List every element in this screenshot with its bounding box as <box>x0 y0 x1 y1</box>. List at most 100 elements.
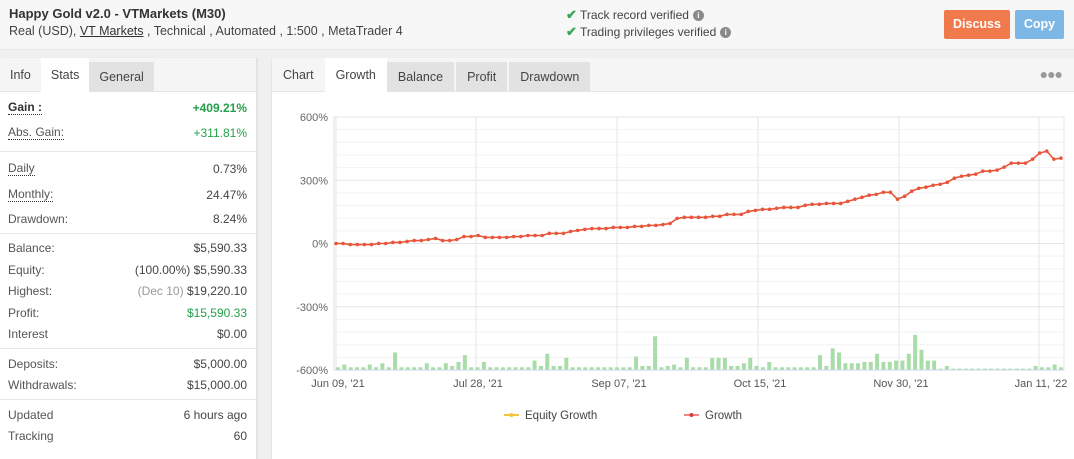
growth-point[interactable] <box>504 235 509 240</box>
growth-point[interactable] <box>362 242 367 247</box>
growth-point[interactable] <box>383 241 388 246</box>
growth-point[interactable] <box>789 205 793 210</box>
growth-point[interactable] <box>995 168 999 172</box>
growth-point[interactable] <box>746 209 751 214</box>
growth-point[interactable] <box>888 190 893 195</box>
growth-point[interactable] <box>526 233 530 238</box>
growth-point[interactable] <box>490 235 495 240</box>
growth-point[interactable] <box>1030 157 1035 161</box>
growth-point[interactable] <box>682 215 687 220</box>
growth-point[interactable] <box>767 207 772 212</box>
growth-point[interactable] <box>860 195 864 200</box>
growth-point[interactable] <box>853 197 857 202</box>
growth-point[interactable] <box>575 228 580 233</box>
growth-point[interactable] <box>646 223 651 228</box>
growth-point[interactable] <box>639 224 644 229</box>
gain-label[interactable]: Gain : <box>8 99 43 115</box>
tab-profit[interactable]: Profit <box>456 62 508 92</box>
growth-point[interactable] <box>1023 161 1028 165</box>
growth-point[interactable] <box>988 169 992 173</box>
growth-point[interactable] <box>348 242 353 247</box>
info-icon[interactable]: i <box>692 9 704 21</box>
growth-point[interactable] <box>341 241 345 246</box>
growth-point[interactable] <box>981 169 985 173</box>
growth-point[interactable] <box>924 185 928 190</box>
growth-point[interactable] <box>433 236 438 241</box>
growth-point[interactable] <box>810 202 815 207</box>
legend-equity-growth[interactable]: Equity Growth <box>525 410 597 422</box>
growth-point[interactable] <box>959 174 964 179</box>
growth-point[interactable] <box>938 182 942 187</box>
growth-point[interactable] <box>902 194 907 199</box>
growth-point[interactable] <box>568 229 573 234</box>
growth-point[interactable] <box>597 226 601 231</box>
growth-point[interactable] <box>497 235 502 240</box>
growth-point[interactable] <box>519 234 523 239</box>
growth-point[interactable] <box>1044 149 1049 153</box>
growth-point[interactable] <box>533 233 537 238</box>
growth-point[interactable] <box>391 240 395 245</box>
growth-point[interactable] <box>604 226 608 231</box>
growth-point[interactable] <box>973 172 978 176</box>
tab-general[interactable]: General <box>89 62 154 92</box>
info-icon[interactable]: i <box>720 26 732 38</box>
monthly-label[interactable]: Monthly: <box>8 187 54 202</box>
growth-point[interactable] <box>412 238 416 243</box>
abs-gain-label[interactable]: Abs. Gain: <box>8 124 65 140</box>
growth-point[interactable] <box>696 215 701 220</box>
growth-point[interactable] <box>845 199 850 204</box>
growth-point[interactable] <box>405 239 409 244</box>
growth-point[interactable] <box>355 242 360 247</box>
growth-point[interactable] <box>732 212 736 217</box>
growth-point[interactable] <box>590 226 594 231</box>
growth-point[interactable] <box>753 208 758 213</box>
growth-point[interactable] <box>668 221 672 226</box>
growth-point[interactable] <box>774 206 779 211</box>
growth-chart[interactable]: 600% 300% 0% -300% -600%Jun 09, '21 Jul 28, '… <box>272 93 1074 459</box>
growth-point[interactable] <box>440 238 445 243</box>
growth-point[interactable] <box>1009 161 1014 165</box>
growth-point[interactable] <box>462 234 466 239</box>
growth-point[interactable] <box>675 216 679 221</box>
growth-point[interactable] <box>611 225 616 230</box>
growth-point[interactable] <box>376 241 381 246</box>
growth-point[interactable] <box>945 180 950 185</box>
growth-point[interactable] <box>540 233 544 238</box>
legend-growth[interactable]: Growth <box>705 410 742 422</box>
growth-point[interactable] <box>817 202 822 207</box>
growth-point[interactable] <box>1002 165 1006 169</box>
growth-point[interactable] <box>426 237 431 242</box>
growth-point[interactable] <box>874 192 878 197</box>
growth-point[interactable] <box>632 224 637 229</box>
growth-point[interactable] <box>895 197 900 202</box>
growth-point[interactable] <box>824 201 829 206</box>
growth-point[interactable] <box>917 186 921 191</box>
growth-point[interactable] <box>867 193 871 198</box>
growth-point[interactable] <box>803 203 807 208</box>
tab-stats[interactable]: Stats <box>40 58 90 93</box>
growth-point[interactable] <box>334 241 338 246</box>
growth-point[interactable] <box>511 234 516 239</box>
growth-point[interactable] <box>689 215 694 220</box>
growth-point[interactable] <box>625 225 630 230</box>
growth-point[interactable] <box>455 237 459 242</box>
tab-growth[interactable]: Growth <box>324 58 387 93</box>
growth-point[interactable] <box>447 238 452 243</box>
growth-point[interactable] <box>725 212 729 217</box>
growth-point[interactable] <box>760 207 765 212</box>
growth-point[interactable] <box>561 231 566 236</box>
growth-point[interactable] <box>1052 157 1056 161</box>
growth-point[interactable] <box>796 205 800 210</box>
growth-point[interactable] <box>398 240 402 245</box>
growth-point[interactable] <box>554 231 559 236</box>
tab-info[interactable]: Info <box>10 68 31 82</box>
growth-point[interactable] <box>483 235 488 240</box>
daily-label[interactable]: Daily <box>8 161 35 176</box>
growth-point[interactable] <box>718 214 722 219</box>
growth-point[interactable] <box>909 189 914 194</box>
growth-point[interactable] <box>952 176 957 180</box>
growth-point[interactable] <box>966 173 971 177</box>
more-horizontal-icon[interactable]: ●●● <box>1039 66 1063 82</box>
discuss-button[interactable]: Discuss <box>944 10 1010 39</box>
growth-point[interactable] <box>654 223 658 228</box>
